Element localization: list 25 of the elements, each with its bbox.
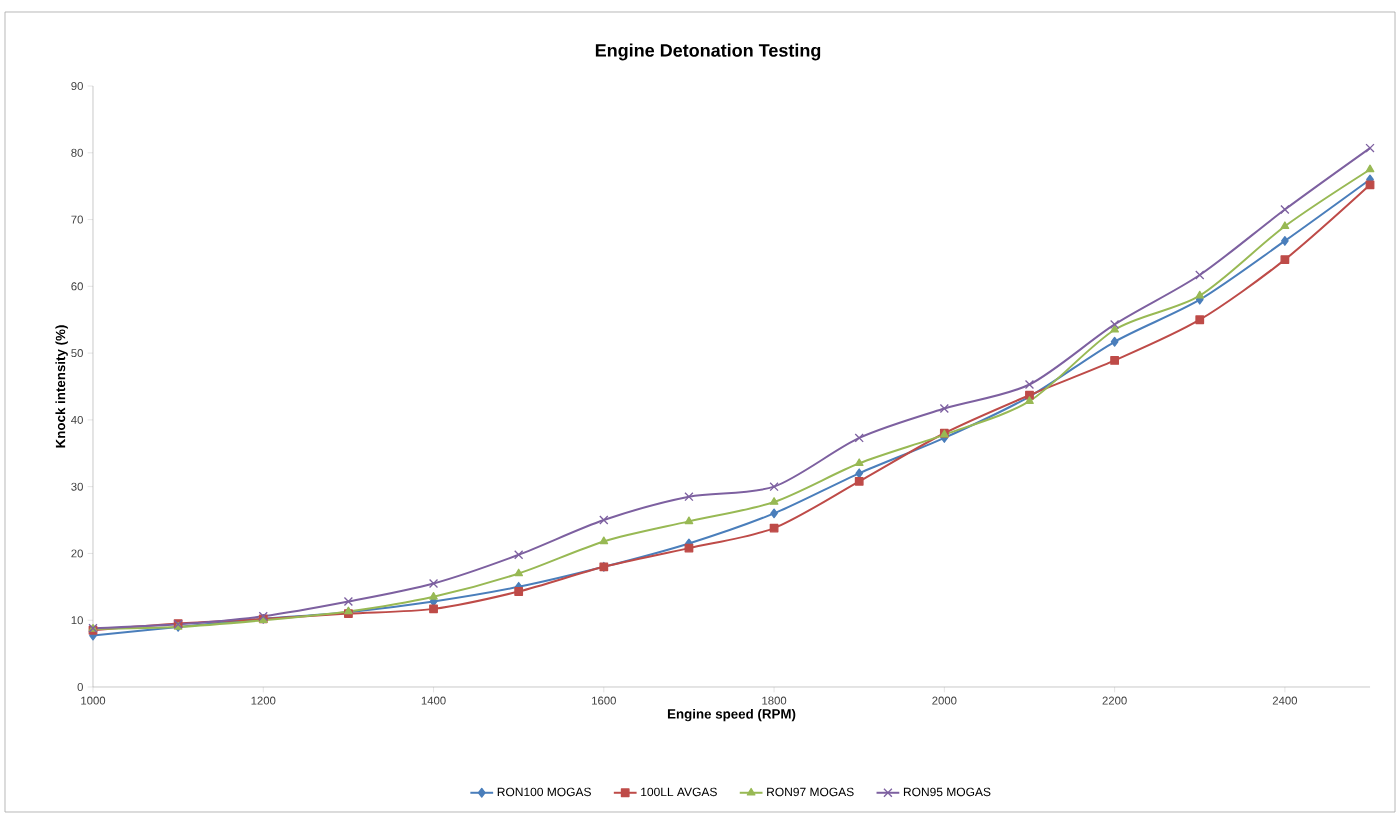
chart-title: Engine Detonation Testing — [595, 43, 821, 61]
y-tick-label: 60 — [71, 282, 83, 291]
legend-label: RON100 MOGAS — [497, 787, 591, 797]
y-tick-label: 0 — [77, 683, 83, 692]
y-tick-label: 40 — [71, 415, 83, 424]
y-axis-title: Knock intensity (%) — [55, 325, 68, 448]
y-tick-label: 50 — [71, 349, 83, 358]
x-tick-label: 1800 — [762, 696, 787, 705]
legend-label: RON95 MOGAS — [903, 787, 991, 797]
y-tick-label: 80 — [71, 148, 83, 157]
x-tick-label: 1400 — [421, 696, 446, 705]
x-tick-label: 2400 — [1272, 696, 1298, 705]
legend-label: RON97 MOGAS — [767, 787, 854, 797]
y-tick-label: 10 — [71, 616, 83, 625]
y-tick-label: 90 — [71, 82, 83, 91]
x-tick-label: 2200 — [1102, 696, 1127, 705]
y-tick-label: 30 — [71, 482, 83, 491]
x-tick-label: 2000 — [932, 696, 957, 705]
y-tick-label: 70 — [71, 215, 83, 224]
x-tick-label: 1000 — [81, 696, 106, 705]
x-axis-title: Engine speed (RPM) — [667, 708, 796, 722]
y-tick-label: 20 — [71, 549, 83, 558]
legend-label: 100LL AVGAS — [641, 787, 717, 797]
x-tick-label: 1200 — [251, 696, 276, 705]
x-tick-label: 1600 — [592, 696, 616, 705]
